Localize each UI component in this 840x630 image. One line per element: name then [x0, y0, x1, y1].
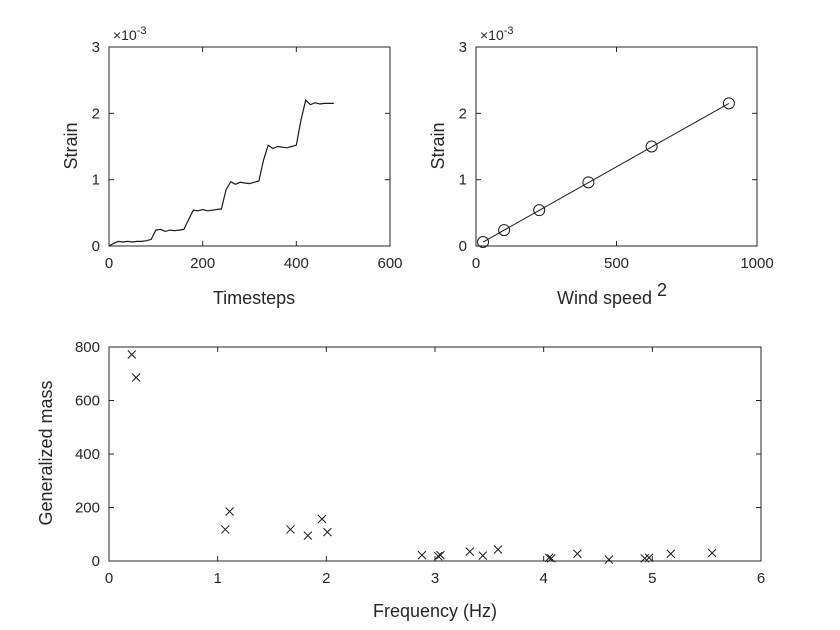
x-tick-label: 6 [757, 570, 765, 587]
y-exponent-label: ×10-3 [113, 25, 147, 43]
x-axis-label: Frequency (Hz) [373, 601, 497, 621]
data-point-x [604, 555, 614, 565]
x-tick-label: 0 [105, 570, 113, 587]
data-point-x [493, 545, 503, 554]
y-tick-label: 0 [459, 238, 467, 255]
data-point-x [131, 373, 141, 382]
data-point-x [127, 350, 137, 359]
generalized-mass-vs-frequency-plot: Frequency (Hz) Generalized mass 0 1 2 3 4 5 60… [36, 339, 765, 621]
data-point-x [465, 547, 475, 556]
x-tick-label: 1 [213, 570, 221, 587]
plot-frame [108, 46, 391, 247]
data-point-x [225, 507, 234, 516]
strain-series-line [108, 98, 334, 247]
y-tick-label: 0 [92, 238, 100, 255]
x-axis-label: Wind speed 2 [557, 280, 667, 308]
y-tick-label: 800 [75, 339, 100, 356]
data-point-x [544, 553, 554, 563]
plot-frame [475, 46, 758, 247]
x-tick-label: 600 [377, 255, 402, 272]
y-tick-label: 2 [92, 105, 100, 122]
data-point-circle [645, 140, 658, 153]
y-axis-label: Strain [428, 122, 448, 169]
y-tick-label: 2 [459, 105, 467, 122]
data-point-circle [582, 176, 595, 189]
data-point-x [707, 548, 717, 558]
x-axis-label: Timesteps [213, 288, 295, 308]
x-tick-label: 0 [105, 255, 113, 272]
y-exponent-label: ×10-3 [480, 25, 514, 43]
y-axis-label: Generalized mass [36, 380, 56, 525]
data-point-x [478, 551, 488, 561]
fit-line [482, 102, 730, 243]
data-point-circle [498, 224, 511, 237]
data-point-x [286, 525, 295, 534]
data-point-x [317, 514, 327, 524]
y-tick-label: 400 [75, 446, 100, 463]
y-tick-label: 0 [92, 553, 100, 570]
data-point-circle [477, 236, 490, 249]
data-point-x [303, 531, 313, 540]
y-axis-label: Strain [61, 122, 81, 169]
plot-frame [108, 346, 762, 562]
data-point-x [220, 525, 230, 534]
x-tick-label: 200 [190, 255, 215, 272]
strain-vs-windspeed-plot: ×10-3 Wind speed 2 Strain 0 500 1000 0 1 2 3 [428, 25, 774, 308]
data-point-x [572, 549, 582, 559]
x-tick-label: 5 [648, 570, 656, 587]
y-tick-label: 3 [459, 39, 467, 56]
x-tick-label: 400 [284, 255, 309, 272]
data-point-x [436, 550, 445, 560]
strain-vs-timesteps-plot: ×10-3 Timesteps Strain 0 200 400 600 0 1 2 3 [61, 25, 403, 308]
data-point-circle [533, 204, 546, 217]
x-tick-label: 4 [539, 570, 547, 587]
y-tick-label: 1 [92, 172, 100, 189]
x-tick-label: 3 [431, 570, 439, 587]
data-point-circle [722, 97, 735, 110]
y-tick-label: 200 [75, 500, 100, 517]
y-tick-label: 3 [92, 39, 100, 56]
x-tick-label: 500 [604, 255, 629, 272]
data-point-x [417, 550, 427, 560]
data-point-x [323, 527, 332, 537]
x-tick-label: 1000 [740, 255, 773, 272]
data-point-x [644, 553, 654, 563]
data-point-x [666, 549, 676, 559]
data-point-x [433, 551, 443, 561]
y-tick-label: 600 [75, 393, 100, 410]
x-tick-label: 0 [472, 255, 480, 272]
y-tick-label: 1 [459, 172, 467, 189]
x-tick-label: 2 [322, 570, 330, 587]
data-point-x [546, 553, 556, 563]
